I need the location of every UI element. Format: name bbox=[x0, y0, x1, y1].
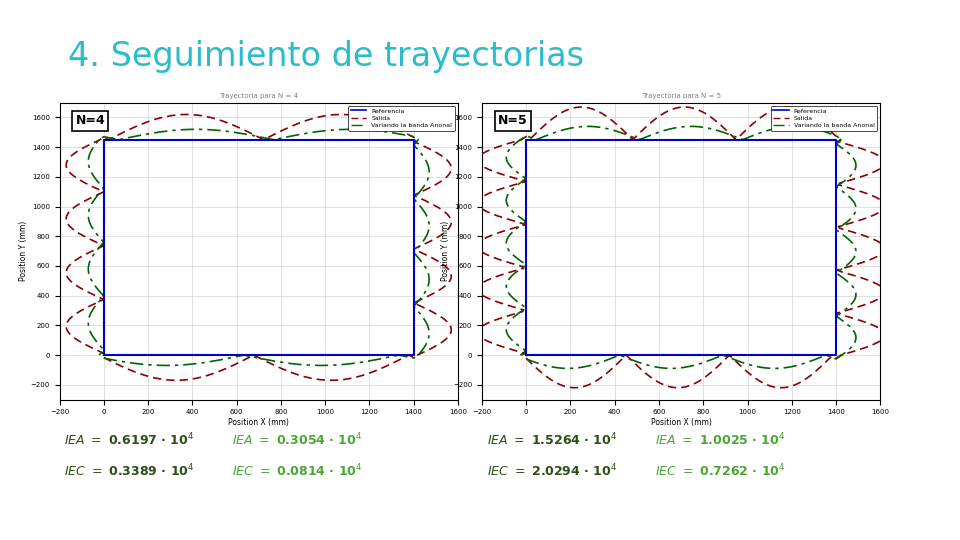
Y-axis label: Position Y (mm): Position Y (mm) bbox=[442, 221, 450, 281]
Legend: Referencia, Salida, Variando la banda Anonal: Referencia, Salida, Variando la banda An… bbox=[348, 106, 455, 131]
Text: N=4: N=4 bbox=[76, 114, 106, 127]
X-axis label: Position X (mm): Position X (mm) bbox=[228, 418, 289, 427]
Legend: Referencia, Salida, Variando la banda Anonal: Referencia, Salida, Variando la banda An… bbox=[771, 106, 877, 131]
Text: $\mathit{IEA}$ $=$ 0.6197 · 10$^{4}$: $\mathit{IEA}$ $=$ 0.6197 · 10$^{4}$ bbox=[64, 432, 195, 448]
Title: Trayectoria para N = 4: Trayectoria para N = 4 bbox=[219, 93, 299, 99]
Text: $\mathit{IEC}$ $=$ 0.3389 · 10$^{4}$: $\mathit{IEC}$ $=$ 0.3389 · 10$^{4}$ bbox=[64, 463, 195, 479]
Text: $\mathit{IEC}$ $=$ 0.7262 · 10$^{4}$: $\mathit{IEC}$ $=$ 0.7262 · 10$^{4}$ bbox=[655, 463, 785, 479]
Text: $\mathit{IEC}$ $=$ 2.0294 · 10$^{4}$: $\mathit{IEC}$ $=$ 2.0294 · 10$^{4}$ bbox=[487, 463, 617, 479]
Text: N=5: N=5 bbox=[498, 114, 528, 127]
Text: 4. Seguimiento de trayectorias: 4. Seguimiento de trayectorias bbox=[68, 39, 585, 73]
X-axis label: Position X (mm): Position X (mm) bbox=[651, 418, 711, 427]
Text: $\mathit{IEA}$ $=$ 0.3054 · 10$^{4}$: $\mathit{IEA}$ $=$ 0.3054 · 10$^{4}$ bbox=[232, 432, 363, 448]
Y-axis label: Position Y (mm): Position Y (mm) bbox=[19, 221, 28, 281]
Text: Prueba 3: A mayor distancia: Prueba 3: A mayor distancia bbox=[18, 159, 32, 381]
Title: Trayectoria para N = 5: Trayectoria para N = 5 bbox=[641, 93, 721, 99]
Text: $\mathit{IEA}$ $=$ 1.0025 · 10$^{4}$: $\mathit{IEA}$ $=$ 1.0025 · 10$^{4}$ bbox=[655, 432, 785, 448]
Text: $\mathit{IEA}$ $=$ 1.5264 · 10$^{4}$: $\mathit{IEA}$ $=$ 1.5264 · 10$^{4}$ bbox=[487, 432, 617, 448]
Text: $\mathit{IEC}$ $=$ 0.0814 · 10$^{4}$: $\mathit{IEC}$ $=$ 0.0814 · 10$^{4}$ bbox=[232, 463, 363, 479]
